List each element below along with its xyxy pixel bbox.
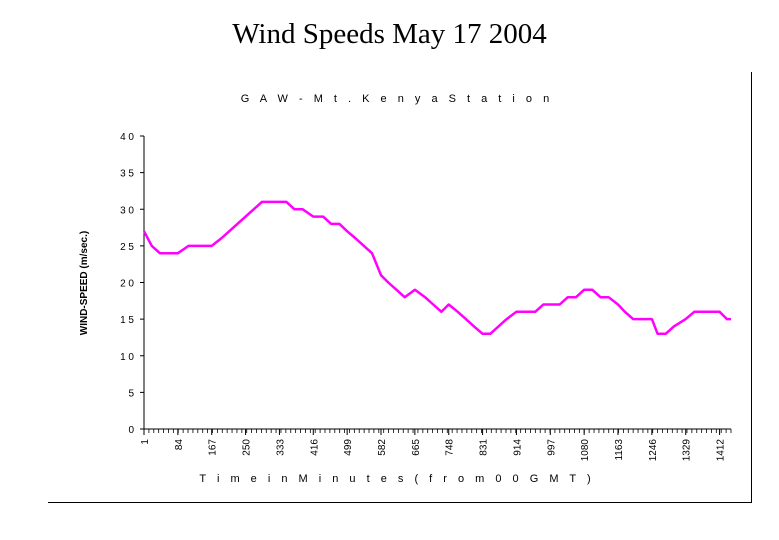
chart-frame: G A W - M t . K e n y a S t a t i o n 0 5… — [48, 72, 752, 503]
x-tick-label: 831 — [479, 439, 490, 456]
y-tick-label: 3 0 — [120, 205, 134, 216]
frame-border-right — [751, 72, 752, 502]
x-axis-label: T i m e i n M i n u t e s ( f r o m 0 0 … — [199, 473, 594, 485]
y-tick-label: 4 0 — [120, 132, 134, 143]
axes — [140, 135, 732, 435]
x-tick-label: 748 — [445, 439, 456, 456]
x-tick-label: 1 — [140, 439, 151, 445]
x-tick-label: 997 — [546, 439, 557, 456]
x-tick-label: 1163 — [614, 439, 625, 461]
chart-title: G A W - M t . K e n y a S t a t i o n — [241, 93, 553, 105]
x-tick-label: 914 — [512, 439, 523, 456]
chart: G A W - M t . K e n y a S t a t i o n 0 5… — [79, 93, 732, 485]
page-title: Wind Speeds May 17 2004 — [232, 18, 547, 50]
y-tick-label: 5 — [128, 388, 134, 399]
y-tick-labels: 0 5 1 0 1 5 2 0 2 5 3 0 3 5 4 0 — [120, 132, 134, 436]
y-tick-label: 2 0 — [120, 279, 134, 290]
x-tick-label: 416 — [309, 439, 320, 456]
y-tick-label: 1 5 — [120, 315, 134, 326]
x-tick-label: 1412 — [716, 439, 727, 462]
series-group — [142, 200, 731, 336]
y-tick-label: 1 0 — [120, 352, 134, 363]
wind-speed-series-line — [142, 200, 731, 336]
y-tick-label: 2 5 — [120, 242, 134, 253]
x-tick-label: 250 — [242, 439, 253, 456]
x-tick-label: 1080 — [580, 439, 591, 462]
x-tick-label: 84 — [174, 439, 185, 451]
x-tick-label: 665 — [411, 439, 422, 456]
y-axis-label: WIND-SPEED (m/sec.) — [79, 231, 90, 335]
x-tick-labels: 1 84 167 250 333 416 499 582 665 748 831 914 997 1080… — [140, 439, 727, 462]
x-tick-label: 1329 — [682, 439, 693, 462]
y-tick-label: 3 5 — [120, 169, 134, 180]
x-tick-label: 499 — [343, 439, 354, 456]
frame-border-bottom — [48, 502, 752, 503]
x-tick-label: 333 — [275, 439, 286, 456]
y-tick-label: 0 — [128, 425, 134, 436]
x-tick-label: 167 — [208, 439, 219, 456]
x-tick-label: 582 — [377, 439, 388, 456]
x-tick-label: 1246 — [648, 439, 659, 462]
